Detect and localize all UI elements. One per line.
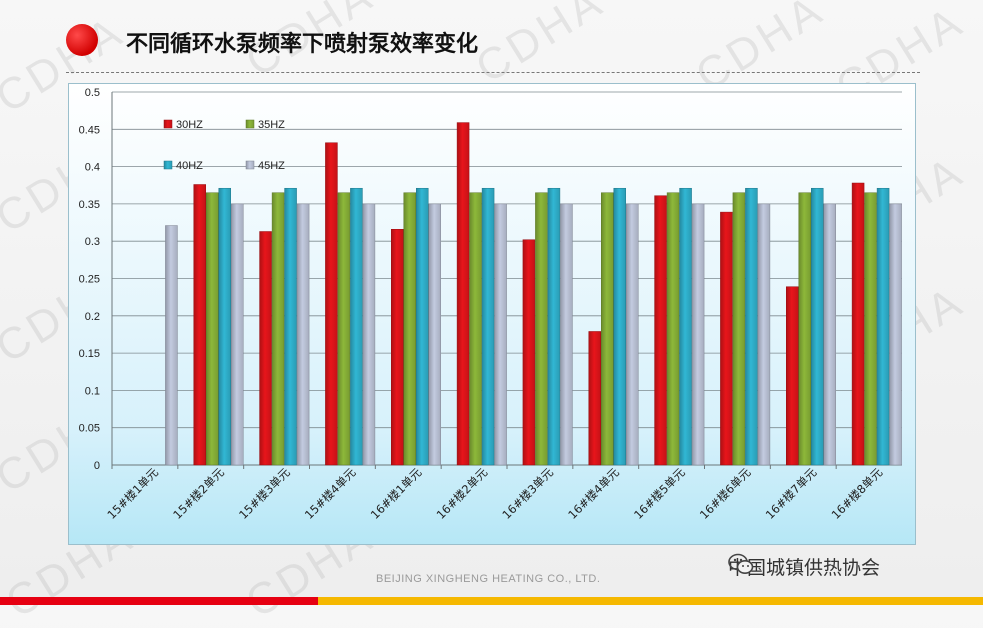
bar-40hz <box>547 187 561 466</box>
bar-30hz <box>522 239 536 466</box>
bar-40hz <box>218 187 231 466</box>
x-tick-label: 16#楼7单元 <box>763 465 820 522</box>
bar-40hz <box>613 187 626 466</box>
bar-45hz <box>560 203 573 466</box>
x-tick-label: 16#楼5单元 <box>631 465 688 522</box>
legend-swatch <box>163 119 173 129</box>
legend-label: 40HZ <box>176 160 203 172</box>
bar-45hz <box>757 203 771 466</box>
bar-40hz <box>481 187 495 466</box>
y-tick-label: 0.25 <box>79 274 100 286</box>
bar-40hz <box>350 187 363 466</box>
bar-35hz <box>732 192 746 466</box>
y-tick-label: 0.4 <box>85 162 100 174</box>
y-tick-label: 0.2 <box>85 311 100 323</box>
bar-45hz <box>428 203 441 466</box>
account-badge: 中国城镇供热协会 <box>728 553 880 580</box>
accent-bar-yellow <box>318 597 983 605</box>
bar-35hz <box>403 192 416 466</box>
bar-30hz <box>391 229 404 466</box>
y-tick-label: 0.35 <box>79 199 100 211</box>
bar-30hz <box>259 231 272 466</box>
x-tick-label: 16#楼8单元 <box>829 465 886 522</box>
bar-45hz <box>626 203 639 466</box>
bar-35hz <box>469 192 482 466</box>
accent-bar-red <box>0 597 318 605</box>
bar-45hz <box>296 203 310 466</box>
bar-45hz <box>362 203 376 466</box>
bar-35hz <box>206 192 219 466</box>
bar-35hz <box>798 192 811 466</box>
legend-swatch <box>245 160 255 170</box>
y-tick-label: 0.3 <box>85 236 100 248</box>
x-tick-label: 16#楼2单元 <box>434 465 491 522</box>
x-tick-label: 16#楼6单元 <box>697 465 754 522</box>
bar-30hz <box>325 142 338 466</box>
bar-40hz <box>876 187 890 466</box>
bar-30hz <box>654 195 667 466</box>
bar-30hz <box>851 182 865 466</box>
account-name: 中国城镇供热协会 <box>728 557 881 579</box>
y-tick-label: 0.45 <box>79 124 100 136</box>
bar-45hz <box>823 203 836 466</box>
title-bullet-icon <box>66 24 98 56</box>
bar-30hz <box>193 184 206 466</box>
y-tick-label: 0.05 <box>79 423 100 435</box>
page-title: 不同循环水泵频率下喷射泵效率变化 <box>126 32 479 57</box>
y-tick-label: 0 <box>94 460 100 472</box>
bar-35hz <box>601 192 614 466</box>
y-tick-label: 0.5 <box>85 87 100 99</box>
bar-45hz <box>231 203 244 466</box>
bar-30hz <box>588 331 601 466</box>
legend-label: 35HZ <box>258 119 285 131</box>
bar-35hz <box>666 192 680 466</box>
bar-30hz <box>786 286 799 466</box>
wechat-icon <box>728 553 754 574</box>
bar-45hz <box>691 203 705 466</box>
bar-35hz <box>271 192 285 466</box>
bar-45hz <box>889 203 902 466</box>
x-tick-label: 15#楼2单元 <box>170 465 227 522</box>
bar-40hz <box>416 187 429 466</box>
bar-35hz <box>535 192 548 466</box>
legend-label: 30HZ <box>176 119 203 131</box>
x-tick-label: 15#楼4单元 <box>302 465 359 522</box>
x-tick-label: 15#楼3单元 <box>236 465 293 522</box>
x-tick-label: 16#楼1单元 <box>368 465 425 522</box>
bar-30hz <box>456 122 470 466</box>
company-name: BEIJING XINGHENG HEATING CO., LTD. <box>376 573 601 585</box>
x-tick-label: 16#楼3单元 <box>499 465 556 522</box>
bar-40hz <box>284 187 297 466</box>
bar-40hz <box>811 187 824 466</box>
legend-swatch <box>245 119 255 129</box>
legend-swatch <box>163 160 173 170</box>
bar-30hz <box>720 211 733 466</box>
bar-35hz <box>864 192 877 466</box>
bar-45hz <box>494 203 507 466</box>
bar-chart: 0 0.05 0.1 0.15 0.2 0.25 0.3 0.35 0.4 0.45 0.5 15#楼… <box>79 87 902 522</box>
y-tick-label: 0.15 <box>79 348 100 360</box>
y-tick-label: 0.1 <box>85 385 100 397</box>
title-divider <box>66 72 920 73</box>
bar-35hz <box>337 192 351 466</box>
x-tick-label: 16#楼4单元 <box>565 465 622 522</box>
legend-label: 45HZ <box>258 160 285 172</box>
bar-40hz <box>745 187 758 466</box>
x-tick-label: 15#楼1单元 <box>104 465 161 522</box>
bar-45hz <box>165 225 178 466</box>
bar-40hz <box>679 187 692 466</box>
